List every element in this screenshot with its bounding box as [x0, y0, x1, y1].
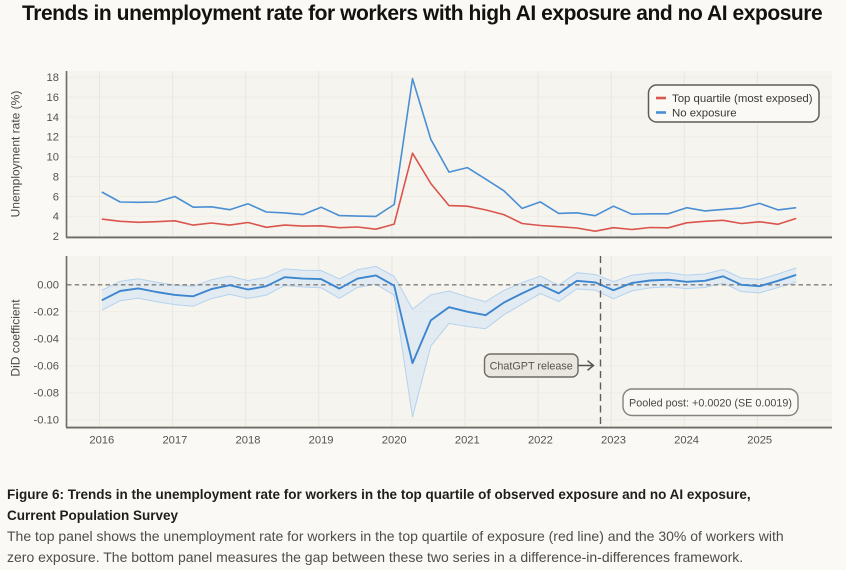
svg-text:2022: 2022: [528, 435, 553, 447]
svg-text:2018: 2018: [236, 435, 261, 447]
svg-text:2021: 2021: [455, 435, 480, 447]
svg-text:Unemployment rate (%): Unemployment rate (%): [9, 91, 23, 218]
svg-text:12: 12: [47, 132, 59, 144]
svg-text:18: 18: [47, 72, 59, 84]
svg-text:4: 4: [53, 211, 59, 223]
svg-text:0.00: 0.00: [37, 280, 59, 292]
svg-text:DiD coefficient: DiD coefficient: [9, 299, 23, 377]
svg-text:8: 8: [53, 172, 59, 184]
svg-text:2020: 2020: [382, 435, 407, 447]
svg-text:2025: 2025: [747, 435, 772, 447]
svg-text:No exposure: No exposure: [672, 108, 737, 120]
svg-text:10: 10: [47, 152, 59, 164]
svg-text:2016: 2016: [89, 435, 114, 447]
svg-text:ChatGPT release: ChatGPT release: [490, 361, 573, 373]
svg-text:2023: 2023: [601, 435, 626, 447]
svg-text:2017: 2017: [162, 435, 187, 447]
svg-text:-0.02: -0.02: [34, 307, 60, 319]
svg-text:6: 6: [53, 191, 59, 203]
svg-text:-0.08: -0.08: [34, 388, 60, 400]
svg-text:14: 14: [47, 112, 59, 124]
svg-text:16: 16: [47, 92, 59, 104]
svg-text:Top quartile (most exposed): Top quartile (most exposed): [672, 93, 813, 105]
svg-text:2024: 2024: [674, 435, 699, 447]
svg-text:Pooled post: +0.0020 (SE 0.001: Pooled post: +0.0020 (SE 0.0019): [629, 398, 792, 410]
svg-text:2: 2: [53, 231, 59, 243]
svg-text:2019: 2019: [309, 435, 334, 447]
svg-text:-0.04: -0.04: [34, 334, 60, 346]
svg-text:-0.10: -0.10: [34, 415, 60, 427]
svg-text:-0.06: -0.06: [34, 361, 60, 373]
